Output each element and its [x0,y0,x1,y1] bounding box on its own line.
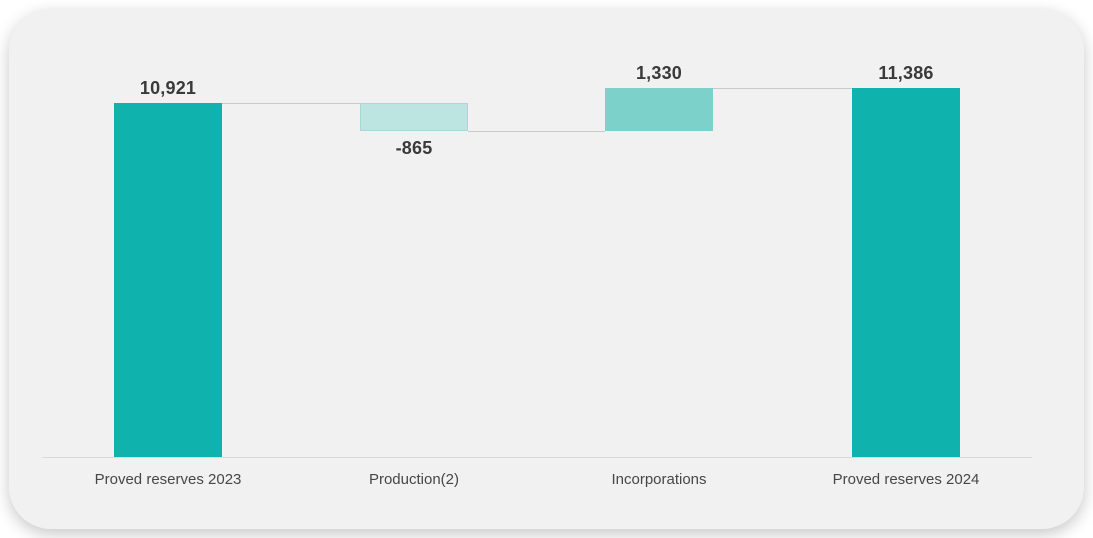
waterfall-bar-proved-reserves-2023 [114,103,222,457]
waterfall-bar-proved-reserves-2024 [852,87,960,457]
category-label-incorporations: Incorporations [611,471,707,488]
waterfall-bar-incorporations [605,87,713,132]
value-label-production-2: -865 [395,138,433,159]
value-label-incorporations: 1,330 [635,62,683,83]
value-label-proved-reserves-2024: 11,386 [878,62,934,83]
category-label-production-2: Production(2) [368,471,460,488]
waterfall-bar-production-2 [360,103,468,132]
x-axis-line [42,457,1032,458]
category-label-proved-reserves-2024: Proved reserves 2024 [832,471,980,488]
connector-line-1 [222,103,360,104]
connector-line-3 [713,87,852,89]
value-label-proved-reserves-2023: 10,921 [139,78,197,98]
category-label-proved-reserves-2023: Proved reserves 2023 [94,471,242,488]
connector-line-2 [468,131,605,133]
